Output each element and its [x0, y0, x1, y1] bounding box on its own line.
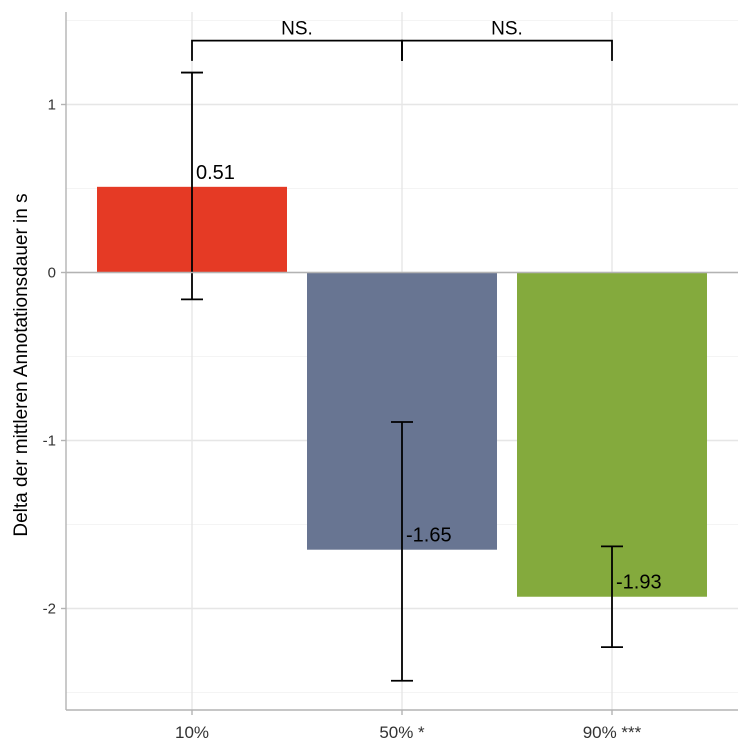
x-tick-label: 10% — [175, 723, 209, 742]
data-label: 0.51 — [196, 162, 235, 184]
significance-label: NS. — [281, 19, 313, 40]
significance-layer: NS. NS. — [191, 19, 613, 61]
y-tick-label: 0 — [48, 265, 56, 282]
data-label: -1.93 — [616, 572, 662, 594]
error-bars-layer — [181, 71, 623, 682]
x-tick-label: 90% *** — [583, 723, 642, 742]
significance-bracket — [191, 39, 403, 61]
y-tick-label: 1 — [48, 97, 56, 114]
value-labels-layer: 0.51 -1.65 -1.93 — [196, 162, 662, 594]
x-tick-label: 50% * — [379, 723, 425, 742]
axes-layer: -2 -1 0 1 10% 50% * 90% *** — [43, 12, 738, 742]
bar — [517, 272, 707, 597]
y-axis-label: Delta der mittleren Annotationsdauer in … — [11, 193, 32, 536]
y-tick-label: -1 — [43, 433, 56, 450]
significance-label: NS. — [491, 19, 523, 40]
significance-bracket — [401, 39, 613, 61]
y-tick-label: -2 — [43, 601, 56, 618]
data-label: -1.65 — [406, 525, 452, 547]
